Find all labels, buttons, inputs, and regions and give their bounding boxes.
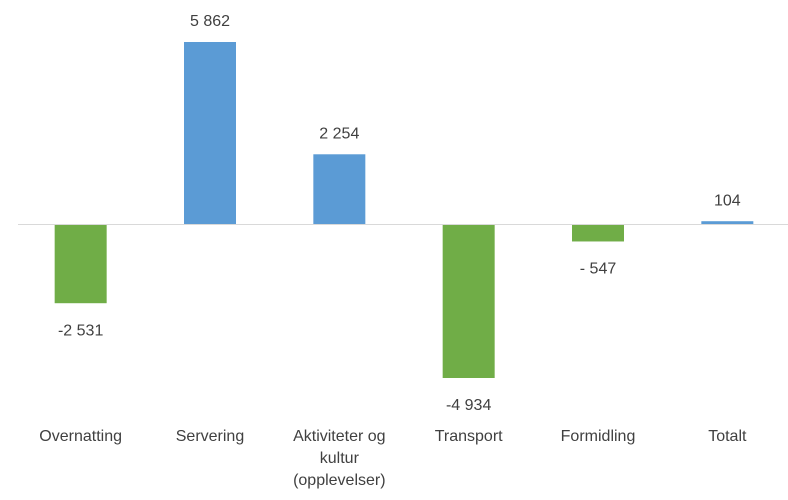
data-label: 104 — [714, 192, 741, 209]
bar — [442, 224, 495, 378]
data-label: -4 934 — [446, 397, 491, 414]
x-tick-label: Overnatting — [39, 428, 123, 445]
bar — [313, 154, 366, 225]
bar — [572, 224, 624, 242]
x-tick-label: Formidling — [560, 428, 636, 445]
bar — [701, 221, 754, 225]
bar — [54, 224, 107, 304]
x-tick-label: Transport — [434, 428, 503, 445]
data-label: 2 254 — [319, 126, 359, 143]
bar — [184, 42, 236, 225]
data-label: -2 531 — [58, 322, 103, 339]
x-tick-label: Servering — [175, 428, 245, 445]
x-tick-label: Aktiviteter og kultur (opplevelser) — [293, 428, 386, 489]
data-label: 5 862 — [190, 13, 230, 30]
data-label: - 547 — [580, 261, 617, 278]
x-tick-label: Totalt — [708, 428, 747, 445]
